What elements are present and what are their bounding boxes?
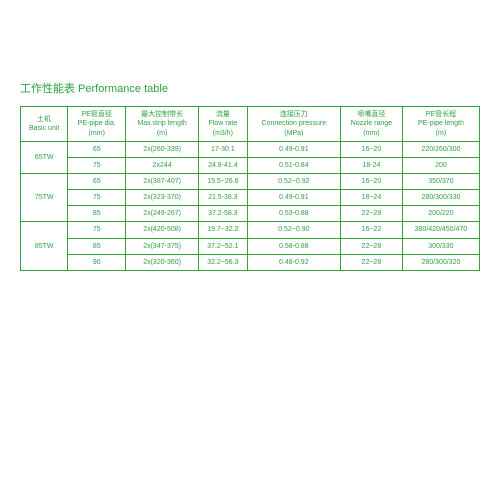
column-header-6: PE管长程PE-pipe length(m) <box>402 107 479 142</box>
header-row: 土机Basic unitPE管直径PE-pipe dia.(mm)最大控制带长M… <box>21 107 480 142</box>
data-cell-dia: 65 <box>68 142 126 158</box>
column-header-2: 最大控制带长Max.strip length(m) <box>126 107 199 142</box>
data-cell-strip: 2x(420-508) <box>126 222 199 238</box>
data-cell-nozzle: 18~24 <box>340 190 402 206</box>
data-cell-dia: 75 <box>68 222 126 238</box>
data-cell-press: 0.51-0.84 <box>247 158 340 174</box>
data-cell-len: 220/260/300 <box>402 142 479 158</box>
data-cell-flow: 37.2~52.1 <box>199 238 248 254</box>
data-cell-strip: 2x(347-375) <box>126 238 199 254</box>
data-cell-strip: 2x(323-370) <box>126 190 199 206</box>
data-cell-press: 0.49-0.91 <box>247 142 340 158</box>
data-cell-nozzle: 16~22 <box>340 222 402 238</box>
table-body: 65TW652x(260-339)17-30.10.49-0.9116~2022… <box>21 142 480 271</box>
data-cell-press: 0.58-0.88 <box>247 238 340 254</box>
column-header-4: 连接压力Connection pressure(MPa) <box>247 107 340 142</box>
data-cell-dia: 85 <box>68 206 126 222</box>
data-cell-flow: 19.7~32.2 <box>199 222 248 238</box>
table-row: 75TW652x(387-407)15.5~26.60.52~0.9216~20… <box>21 174 480 190</box>
performance-table: 土机Basic unitPE管直径PE-pipe dia.(mm)最大控制带长M… <box>20 106 480 271</box>
unit-cell: 75TW <box>21 174 68 222</box>
data-cell-strip: 2x(249-267) <box>126 206 199 222</box>
table-row: 852x(249-267)37.2-58.30.53-0.8822~28200/… <box>21 206 480 222</box>
data-cell-flow: 24.8-41.4 <box>199 158 248 174</box>
data-cell-press: 0.49-0.91 <box>247 190 340 206</box>
data-cell-len: 350/370 <box>402 174 479 190</box>
page-container: 工作性能表 Performance table 土机Basic unitPE管直… <box>0 0 500 291</box>
data-cell-press: 0.53-0.88 <box>247 206 340 222</box>
table-row: 752x(323-370)21.5-38.30.49-0.9118~24280/… <box>21 190 480 206</box>
data-cell-flow: 32.2~56.3 <box>199 254 248 270</box>
column-header-5: 喷嘴直径Nozzle range(mm) <box>340 107 402 142</box>
data-cell-flow: 21.5-38.3 <box>199 190 248 206</box>
column-header-1: PE管直径PE-pipe dia.(mm) <box>68 107 126 142</box>
unit-cell: 85TW <box>21 222 68 270</box>
data-cell-len: 200/220 <box>402 206 479 222</box>
data-cell-strip: 2x(387-407) <box>126 174 199 190</box>
table-row: 65TW652x(260-339)17-30.10.49-0.9116~2022… <box>21 142 480 158</box>
data-cell-dia: 85 <box>68 238 126 254</box>
table-row: 752x24424.8-41.40.51-0.8418-24200 <box>21 158 480 174</box>
data-cell-len: 300/330 <box>402 238 479 254</box>
table-title: 工作性能表 Performance table <box>20 80 480 96</box>
table-row: 852x(347-375)37.2~52.10.58-0.8822~28300/… <box>21 238 480 254</box>
table-row: 85TW752x(420-508)19.7~32.20.52~0.9016~22… <box>21 222 480 238</box>
table-row: 902x(320-360)32.2~56.30.48-0.9222~28280/… <box>21 254 480 270</box>
data-cell-strip: 2x(260-339) <box>126 142 199 158</box>
data-cell-strip: 2x(320-360) <box>126 254 199 270</box>
data-cell-strip: 2x244 <box>126 158 199 174</box>
data-cell-dia: 65 <box>68 174 126 190</box>
data-cell-nozzle: 22~28 <box>340 206 402 222</box>
data-cell-press: 0.52~0.90 <box>247 222 340 238</box>
data-cell-flow: 17-30.1 <box>199 142 248 158</box>
data-cell-len: 280/300/320 <box>402 254 479 270</box>
data-cell-nozzle: 22~28 <box>340 238 402 254</box>
unit-cell: 65TW <box>21 142 68 174</box>
data-cell-dia: 75 <box>68 158 126 174</box>
table-header: 土机Basic unitPE管直径PE-pipe dia.(mm)最大控制带长M… <box>21 107 480 142</box>
data-cell-flow: 15.5~26.6 <box>199 174 248 190</box>
data-cell-dia: 75 <box>68 190 126 206</box>
data-cell-dia: 90 <box>68 254 126 270</box>
column-header-3: 流量Flow rate(m3/h) <box>199 107 248 142</box>
data-cell-len: 200 <box>402 158 479 174</box>
data-cell-nozzle: 16~20 <box>340 142 402 158</box>
data-cell-press: 0.52~0.92 <box>247 174 340 190</box>
data-cell-nozzle: 22~28 <box>340 254 402 270</box>
data-cell-nozzle: 16~20 <box>340 174 402 190</box>
data-cell-press: 0.48-0.92 <box>247 254 340 270</box>
data-cell-flow: 37.2-58.3 <box>199 206 248 222</box>
data-cell-nozzle: 18-24 <box>340 158 402 174</box>
data-cell-len: 380/420/450/470 <box>402 222 479 238</box>
data-cell-len: 280/300/330 <box>402 190 479 206</box>
column-header-0: 土机Basic unit <box>21 107 68 142</box>
